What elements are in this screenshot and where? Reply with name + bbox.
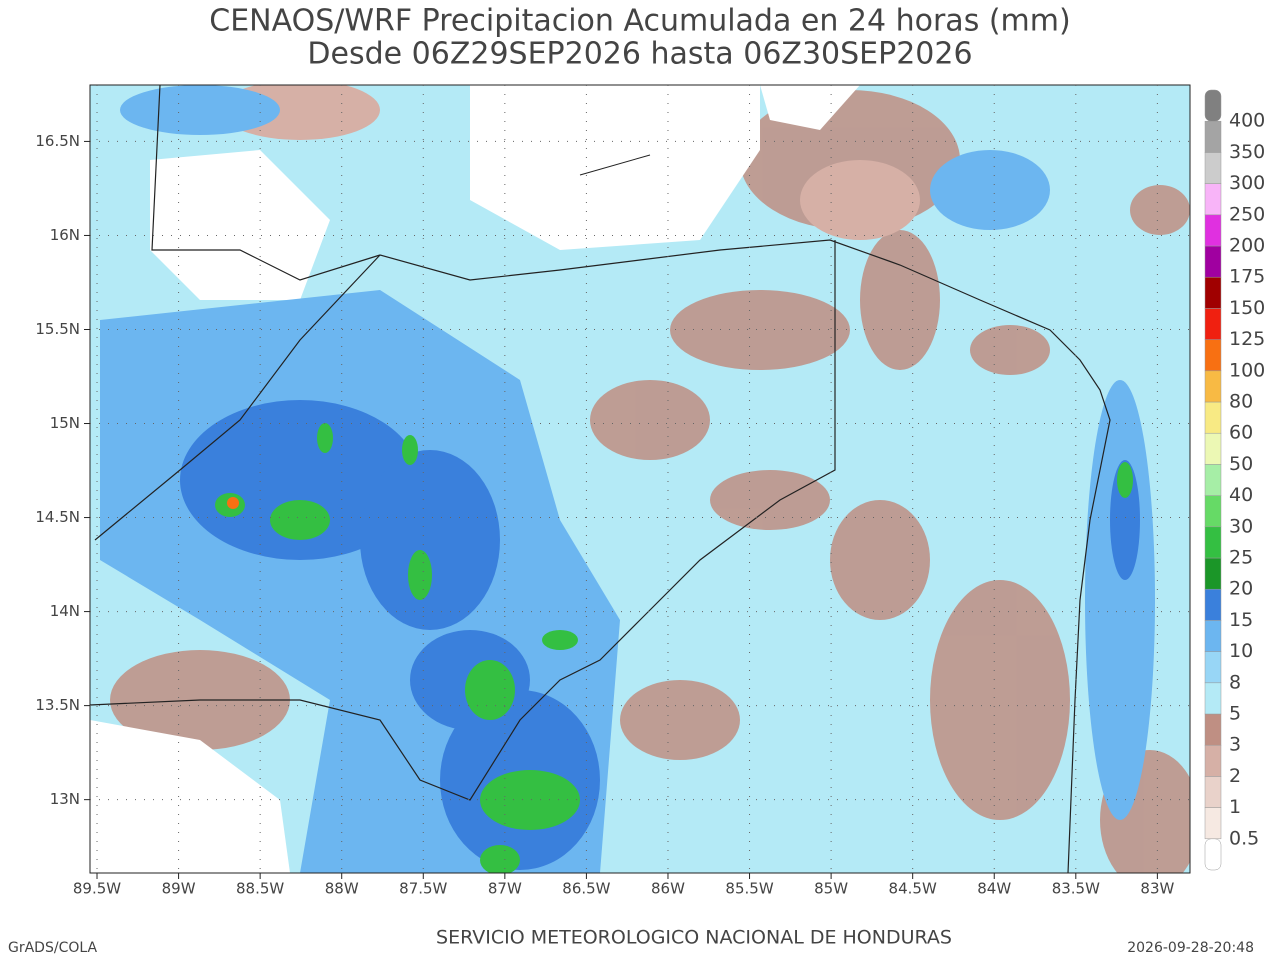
colorbar-box [1204,339,1222,372]
colorbar-box [1204,152,1222,184]
title: CENAOS/WRF Precipitacion Acumulada en 24… [209,4,1070,39]
x-tick-label: 86.5W [562,880,610,898]
colorbar-box [1204,682,1222,715]
y-tick-label: 14N [50,602,80,620]
x-tick-label: 88W [325,880,359,898]
colorbar-box [1204,838,1222,871]
y-tick-label: 15N [50,414,80,432]
colorbar-label: 50 [1229,453,1253,475]
colorbar-box [1204,776,1222,808]
y-tick-label: 15.5N [35,320,80,338]
x-tick-label: 87.5W [399,880,447,898]
colorbar-box [1204,401,1222,434]
y-tick-label: 14.5N [35,508,80,526]
y-tick-label: 16.5N [35,132,80,150]
colorbar-box [1204,464,1222,496]
colorbar-box [1204,183,1222,216]
colorbar-box [1204,308,1222,340]
colorbar-label: 60 [1229,422,1253,444]
colorbar-label: 3 [1229,734,1241,756]
x-tick-label: 86W [651,880,685,898]
precip-field [90,85,1190,873]
colorbar-label: 8 [1229,671,1241,693]
colorbar-label: 150 [1229,297,1265,319]
colorbar-box [1204,713,1222,746]
colorbar-label: 25 [1229,547,1253,569]
colorbar-box [1204,588,1222,621]
x-tick-label: 83W [1140,880,1174,898]
colorbar-box [1204,495,1222,528]
colorbar-label: 2 [1229,765,1241,787]
colorbar-label: 30 [1229,515,1253,537]
x-tick-label: 84W [977,880,1011,898]
colorbar-label: 10 [1229,640,1253,662]
footer-center: SERVICIO METEOROLOGICO NACIONAL DE HONDU… [436,927,952,949]
y-tick-label: 13.5N [35,696,80,714]
colorbar-box [1204,276,1222,309]
y-tick-label: 16N [50,226,80,244]
colorbar-label: 300 [1229,172,1265,194]
colorbar-label: 80 [1229,391,1253,413]
colorbar-label: 1 [1229,796,1241,818]
colorbar-label: 125 [1229,328,1265,350]
colorbar-label: 20 [1229,578,1253,600]
x-tick-label: 85W [814,880,848,898]
x-tick-label: 87W [488,880,522,898]
colorbar-label: 100 [1229,359,1265,381]
colorbar-box [1204,557,1222,590]
x-tick-label: 83.5W [1052,880,1100,898]
colorbar-label: 15 [1229,609,1253,631]
colorbar-box [1204,620,1222,652]
y-tick-label: 13N [50,790,80,808]
x-tick-label: 89W [162,880,196,898]
colorbar-box [1204,245,1222,278]
x-tick-label: 84.5W [889,880,937,898]
map-frame [89,84,1191,874]
colorbar-box [1204,89,1222,122]
colorbar-label: 200 [1229,235,1265,257]
colorbar-label: 40 [1229,484,1253,506]
colorbar-label: 0.5 [1229,827,1259,849]
footer-left: GrADS/COLA [8,940,97,956]
colorbar-box [1204,432,1222,465]
colorbar-label: 5 [1229,703,1241,725]
colorbar-box [1204,651,1222,684]
colorbar-label: 400 [1229,110,1265,132]
colorbar-box [1204,214,1222,247]
subtitle: Desde 06Z29SEP2026 hasta 06Z30SEP2026 [307,37,972,72]
colorbar-label: 175 [1229,266,1265,288]
colorbar-label: 250 [1229,203,1265,225]
colorbar-box [1204,526,1222,559]
colorbar-box [1204,370,1222,403]
x-tick-label: 89.5W [73,880,121,898]
colorbar-box [1204,807,1222,840]
x-tick-label: 85.5W [725,880,773,898]
footer-right: 2026-09-28-20:48 [1127,940,1254,956]
x-tick-label: 88.5W [236,880,284,898]
colorbar-box [1204,120,1222,153]
colorbar-label: 350 [1229,141,1265,163]
colorbar-box [1204,744,1222,777]
